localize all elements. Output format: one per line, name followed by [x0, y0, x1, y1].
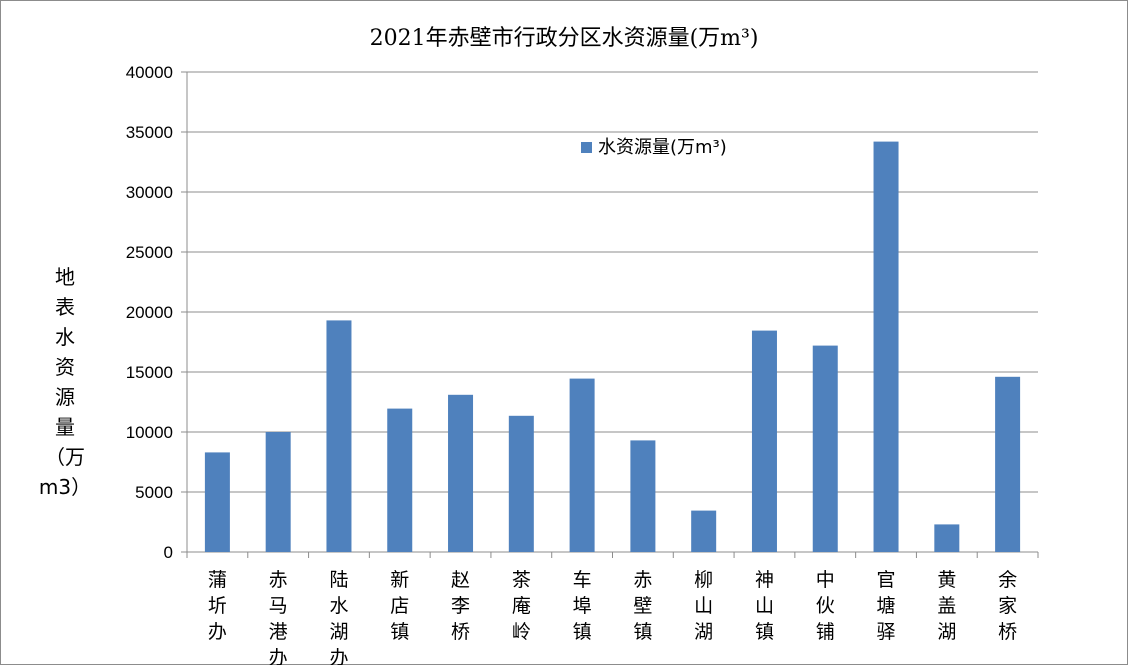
x-category-label: 官: [877, 569, 896, 591]
x-category-label: 庵: [512, 595, 531, 617]
y-tick-label: 20000: [126, 303, 173, 322]
y-tick-label: 10000: [126, 423, 173, 442]
bar: [934, 524, 960, 552]
y-tick-label: 40000: [126, 63, 173, 82]
x-category-label: 圻: [208, 595, 227, 617]
y-tick-label: 30000: [126, 183, 173, 202]
x-category-label: 桥: [451, 621, 470, 643]
bar: [751, 330, 777, 552]
x-category-label: 岭: [512, 621, 531, 643]
bar: [204, 452, 230, 552]
x-category-label: 镇: [755, 621, 774, 643]
x-category-label: 柳: [694, 569, 713, 591]
bar: [812, 345, 838, 552]
legend-label: 水资源量(万m³): [598, 137, 727, 158]
x-category-label: 山: [694, 595, 713, 617]
x-category-label: 湖: [694, 621, 713, 643]
chart-title: 2021年赤壁市行政分区水资源量(万m³): [369, 26, 759, 51]
x-category-label: 铺: [816, 621, 835, 643]
x-category-label: 家: [998, 595, 1017, 617]
y-axis-label-char: 表: [55, 295, 75, 319]
y-tick-label: 0: [164, 543, 173, 562]
y-tick-label: 5000: [135, 483, 173, 502]
x-category-label: 镇: [573, 621, 592, 643]
x-category-label: 赵: [451, 569, 470, 591]
x-category-label: 店: [390, 595, 409, 617]
bar: [387, 408, 413, 552]
x-category-label: 办: [269, 647, 288, 665]
y-axis-label-char: 资: [55, 355, 75, 379]
x-category-label: 神: [755, 569, 774, 591]
x-category-label: 李: [451, 595, 470, 617]
y-axis-label-char: 源: [55, 385, 75, 409]
y-axis-label-char: 水: [55, 325, 75, 349]
x-category-label: 伙: [816, 595, 835, 617]
y-axis-label-char: （万m3）: [38, 445, 92, 499]
y-tick-label: 35000: [126, 123, 173, 142]
x-category-label: 壁: [633, 595, 652, 617]
bar: [265, 432, 291, 552]
x-category-label: 盖: [937, 595, 956, 617]
x-category-label: 湖: [937, 621, 956, 643]
x-category-label: 办: [208, 621, 227, 643]
x-category-label: 桥: [998, 621, 1017, 643]
x-category-label: 水: [329, 595, 348, 617]
x-category-label: 车: [573, 569, 592, 591]
bar: [873, 141, 899, 552]
x-category-label: 港: [269, 621, 288, 643]
x-category-label: 驿: [877, 621, 896, 643]
x-category-label: 赤: [269, 569, 288, 591]
x-category-label: 新: [390, 569, 409, 591]
x-category-label: 赤: [633, 569, 652, 591]
bar: [448, 394, 474, 552]
x-category-label: 办: [329, 647, 348, 665]
y-axis-label-char: 量: [55, 415, 75, 439]
y-tick-label: 25000: [126, 243, 173, 262]
bar: [326, 320, 352, 552]
y-tick-label: 15000: [126, 363, 173, 382]
x-category-label: 黄: [937, 569, 956, 591]
x-category-label: 中: [816, 569, 835, 591]
x-category-label: 镇: [633, 621, 652, 643]
x-category-label: 蒲: [208, 569, 227, 591]
x-category-label: 埠: [573, 595, 592, 617]
y-axis-label: 地表水资源量 （万m3）: [30, 262, 100, 502]
x-category-label: 山: [755, 595, 774, 617]
bar: [995, 376, 1021, 552]
bar: [691, 510, 717, 552]
x-category-label: 塘: [877, 595, 896, 617]
x-category-label: 镇: [390, 621, 409, 643]
y-axis-label-char: 地: [55, 265, 75, 289]
bar: [508, 415, 534, 552]
x-category-label: 余: [998, 569, 1017, 591]
bar: [630, 440, 656, 552]
legend-swatch: [581, 142, 592, 153]
x-category-label: 陆: [329, 569, 348, 591]
x-category-label: 湖: [329, 621, 348, 643]
x-category-label: 茶: [512, 569, 531, 591]
x-category-label: 马: [269, 595, 288, 617]
bar: [569, 378, 595, 552]
